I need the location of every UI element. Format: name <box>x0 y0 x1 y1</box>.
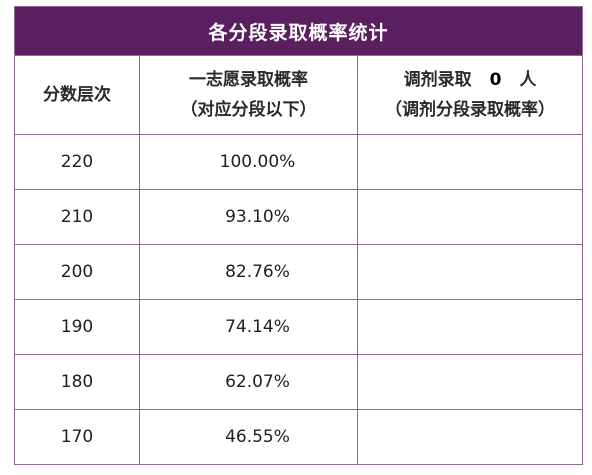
score-cell: 180 <box>14 354 140 410</box>
rate-cell: 100.00% <box>139 134 358 190</box>
score-cell: 210 <box>14 189 140 245</box>
header-adjustment-suffix: 人 <box>519 70 537 90</box>
score-cell: 220 <box>14 134 140 190</box>
adjust-cell <box>356 244 584 300</box>
table-row: 190 74.14% <box>14 299 584 355</box>
score-cell: 190 <box>14 299 140 355</box>
rate-cell: 74.14% <box>139 299 358 355</box>
rate-value: 100.00% <box>219 152 296 172</box>
header-adjustment-note: （调剂分段录取概率） <box>385 100 556 120</box>
header-first-choice-note: （对应分段以下） <box>180 100 317 120</box>
adjustment-count: 0 <box>489 70 502 90</box>
table-title: 各分段录取概率统计 <box>13 6 584 56</box>
rate-cell: 46.55% <box>139 409 358 465</box>
rate-cell: 82.76% <box>139 244 358 300</box>
title-row: 各分段录取概率统计 <box>13 6 584 56</box>
adjust-cell <box>356 409 584 465</box>
rate-value: 93.10% <box>225 207 290 227</box>
table-row: 220 100.00% <box>14 134 584 190</box>
table-row: 200 82.76% <box>14 244 584 300</box>
admission-probability-table-wrapper: 各分段录取概率统计 分数层次 一志愿录取概率 （对应分段以下） 调剂录取 0 人 （… <box>13 6 584 465</box>
score-cell: 200 <box>14 244 140 300</box>
rate-value: 74.14% <box>225 317 290 337</box>
adjust-cell <box>356 134 584 190</box>
adjust-cell <box>356 189 584 245</box>
header-first-choice-title: 一志愿录取概率 <box>189 70 308 90</box>
table-row: 180 62.07% <box>14 354 584 410</box>
table-row: 210 93.10% <box>14 189 584 245</box>
header-adjustment-prefix: 调剂录取 <box>403 70 472 90</box>
header-score: 分数层次 <box>14 55 140 135</box>
rate-value: 62.07% <box>225 372 290 392</box>
header-first-choice-rate: 一志愿录取概率 （对应分段以下） <box>139 55 358 135</box>
rate-value: 82.76% <box>225 262 290 282</box>
table-row: 170 46.55% <box>14 409 584 465</box>
adjust-cell <box>356 354 584 410</box>
rate-cell: 93.10% <box>139 189 358 245</box>
adjust-cell <box>356 299 584 355</box>
rate-cell: 62.07% <box>139 354 358 410</box>
admission-probability-table: 各分段录取概率统计 分数层次 一志愿录取概率 （对应分段以下） 调剂录取 0 人 （… <box>13 6 584 465</box>
header-adjustment-title-line: 调剂录取 0 人 <box>358 65 582 95</box>
rate-value: 46.55% <box>225 427 290 447</box>
score-cell: 170 <box>14 409 140 465</box>
header-adjustment: 调剂录取 0 人 （调剂分段录取概率） <box>356 55 584 135</box>
header-row: 分数层次 一志愿录取概率 （对应分段以下） 调剂录取 0 人 （调剂分段录取概率） <box>14 55 584 135</box>
